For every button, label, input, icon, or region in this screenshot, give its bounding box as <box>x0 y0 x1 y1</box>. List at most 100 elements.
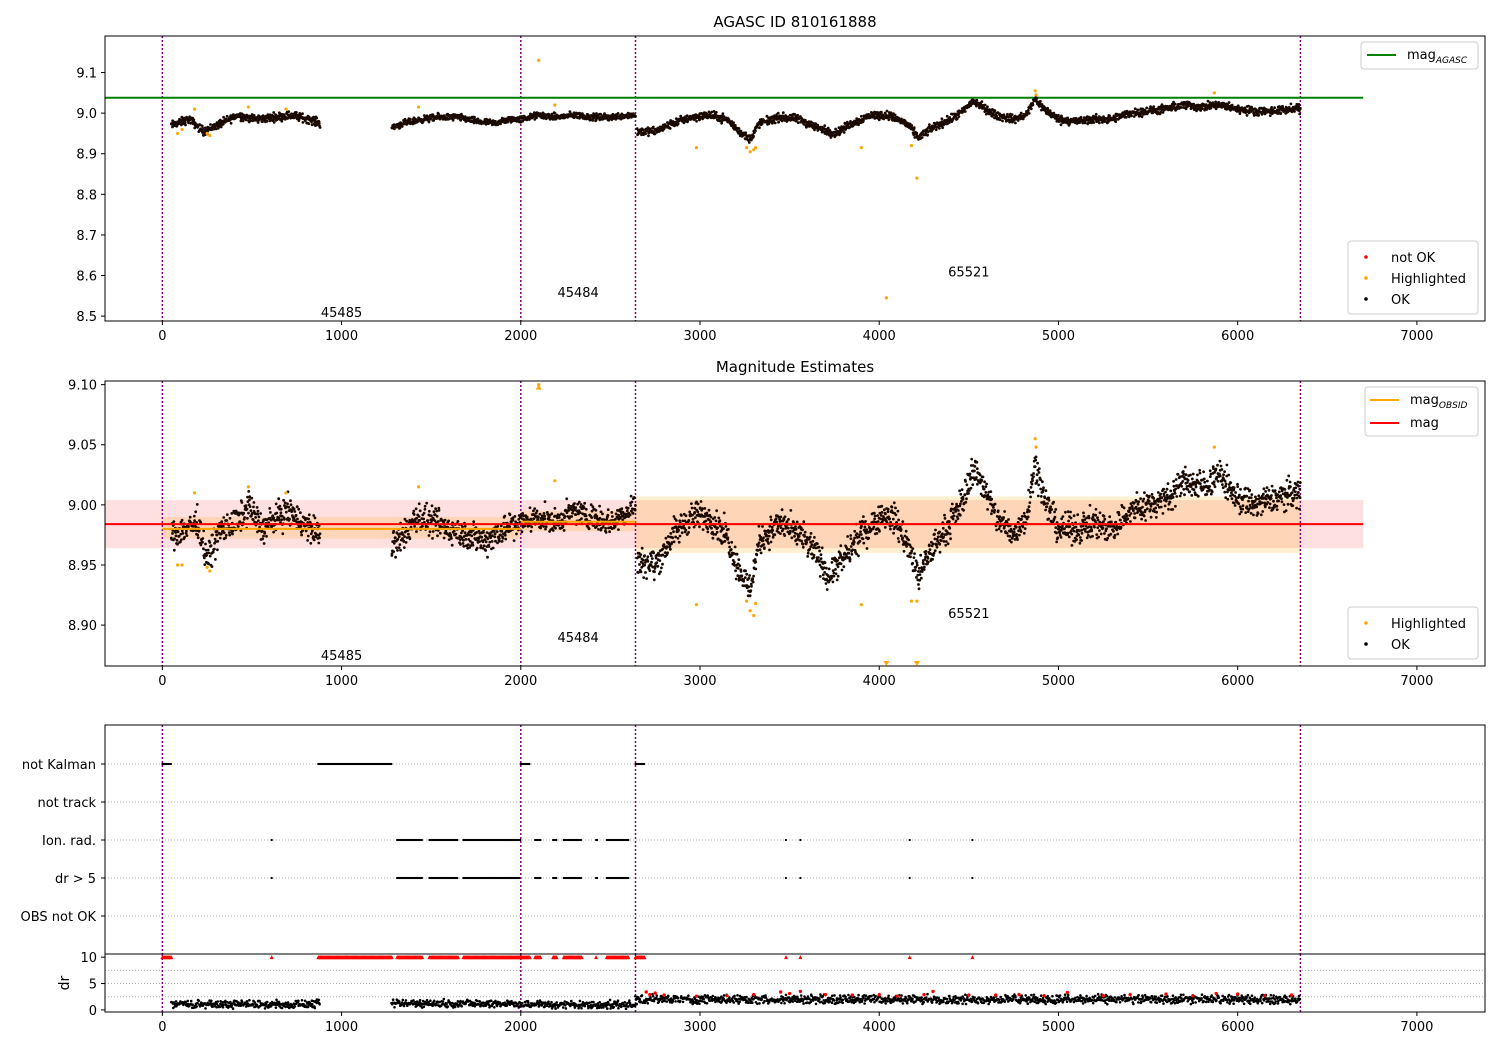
agasc-panel-title: AGASC ID 810161888 <box>713 13 876 31</box>
estimates-ok-point <box>542 512 546 515</box>
estimates-ok-point <box>211 533 214 537</box>
agasc-ok-point <box>459 118 463 122</box>
estimates-ok-point <box>395 546 398 550</box>
estimates-ok-point <box>202 547 205 551</box>
agasc-ok-point <box>993 109 997 113</box>
agasc-ok-point <box>912 126 916 130</box>
agasc-ok-point <box>760 122 764 126</box>
estimates-ok-point <box>495 530 499 533</box>
estimates-ok-point <box>478 540 481 543</box>
agasc-ok-point <box>317 120 321 124</box>
estimates-ok-point <box>836 565 840 569</box>
estimates-ok-point <box>847 551 851 555</box>
estimates-ok-point <box>873 517 876 521</box>
estimates-ok-point <box>922 568 926 571</box>
estimates-ok-point <box>757 524 761 528</box>
agasc-ok-point <box>315 116 319 120</box>
estimates-ok-point <box>294 513 298 517</box>
estimates-ok-point <box>942 535 945 539</box>
estimates-ok-point <box>749 589 753 592</box>
estimates-ok-point <box>774 517 778 521</box>
agasc-highlighted-point <box>909 144 914 148</box>
estimates-ok-point <box>836 559 839 562</box>
estimates-ok-point <box>941 526 945 530</box>
estimates-ok-point <box>878 529 881 533</box>
estimates-ok-point <box>705 511 709 515</box>
estimates-ok-point <box>553 506 557 510</box>
agasc-ok-point <box>721 112 725 116</box>
estimates-ok-point <box>659 570 662 574</box>
agasc-ok-point <box>183 121 187 124</box>
estimates-ok-point <box>252 501 256 504</box>
estimates-ok-point <box>216 548 219 552</box>
estimates-ok-point <box>770 525 774 529</box>
agasc-ok-point <box>318 126 322 129</box>
agasc-ok-point <box>1029 107 1033 111</box>
agasc-ok-point <box>301 112 304 116</box>
agasc-ok-point <box>1094 112 1098 116</box>
estimates-ok-point <box>839 562 843 566</box>
estimates-ok-point <box>251 518 255 522</box>
estimates-ok-point <box>279 507 283 511</box>
agasc-ok-point <box>1298 107 1302 111</box>
estimates-ok-point <box>210 565 214 568</box>
estimates-ok-point <box>715 509 719 513</box>
estimates-ok-point <box>740 574 744 578</box>
estimates-ok-point <box>606 513 610 517</box>
estimates-ok-point <box>820 546 824 550</box>
estimates-ok-point <box>515 532 518 536</box>
agasc-ok-point <box>714 110 718 114</box>
estimates-ok-point <box>752 574 755 578</box>
agasc-ok-point <box>928 123 931 126</box>
estimates-ok-point <box>830 561 834 564</box>
estimates-ok-point <box>192 514 196 518</box>
estimates-ok-point <box>628 513 632 517</box>
estimates-ok-point <box>669 547 672 551</box>
agasc-ok-point <box>695 119 698 123</box>
agasc-y-tick-label: 9.1 <box>76 67 97 82</box>
agasc-ok-point <box>1270 106 1273 109</box>
estimates-ok-point <box>255 506 259 509</box>
estimates-ok-point <box>691 518 695 521</box>
estimates-ok-point <box>412 509 416 513</box>
estimates-ok-point <box>498 539 501 543</box>
agasc-y-tick-label: 8.8 <box>76 188 97 203</box>
agasc-ok-point <box>1200 107 1204 110</box>
estimates-ok-point <box>701 528 705 531</box>
agasc-ok-point <box>862 119 865 123</box>
estimates-ok-point <box>884 512 887 516</box>
estimates-ok-point <box>306 534 310 538</box>
agasc-ok-point <box>980 100 984 103</box>
estimates-ok-point <box>407 532 410 536</box>
estimates-ok-point <box>934 528 937 532</box>
estimates-ok-point <box>861 537 865 541</box>
estimates-ok-point <box>646 555 650 559</box>
estimates-ok-point <box>583 501 587 505</box>
estimates-ok-point <box>901 520 905 523</box>
estimates-ok-point <box>855 532 859 536</box>
estimates-ok-point <box>231 529 235 533</box>
estimates-ok-point <box>767 534 771 538</box>
estimates-ok-point <box>431 530 435 533</box>
estimates-ok-point <box>655 561 659 565</box>
agasc-ok-point <box>201 126 205 130</box>
agasc-ok-point <box>310 120 313 124</box>
agasc-obsid-label: 65521 <box>948 265 989 280</box>
estimates-ok-point <box>203 563 207 566</box>
estimates-ok-point <box>789 509 793 512</box>
estimates-ok-point <box>577 500 581 504</box>
estimates-ok-point <box>288 517 291 521</box>
estimates-ok-point <box>462 544 466 548</box>
estimates-ok-point <box>795 542 799 546</box>
agasc-ok-point <box>432 119 435 122</box>
estimates-ok-point <box>669 532 673 535</box>
estimates-ok-point <box>698 506 702 510</box>
estimates-ok-point <box>711 536 715 540</box>
agasc-ok-point <box>796 113 800 117</box>
estimates-ok-point <box>286 502 289 506</box>
estimates-ok-point <box>935 543 938 546</box>
estimates-ok-point <box>431 537 434 540</box>
estimates-ok-point <box>282 517 286 521</box>
estimates-ok-point <box>918 573 922 576</box>
estimates-ok-point <box>452 529 456 533</box>
